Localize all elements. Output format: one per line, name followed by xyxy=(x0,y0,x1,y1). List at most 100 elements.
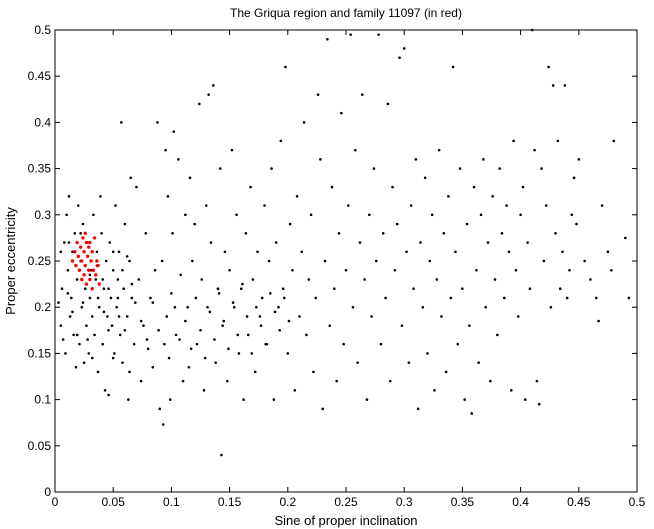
region-point xyxy=(323,259,327,263)
region-point xyxy=(533,148,536,152)
region-point xyxy=(412,287,415,291)
region-point xyxy=(87,352,91,355)
region-point xyxy=(132,342,136,346)
region-point xyxy=(255,305,258,309)
region-point xyxy=(274,241,278,244)
family-point xyxy=(80,259,84,263)
region-point xyxy=(66,292,70,295)
region-point xyxy=(188,176,192,180)
region-point xyxy=(309,213,313,217)
region-point xyxy=(419,241,422,244)
x-tick-label: 0.35 xyxy=(451,495,475,509)
region-point xyxy=(109,296,113,300)
region-point xyxy=(287,319,291,323)
region-point xyxy=(244,231,248,235)
region-point xyxy=(340,111,343,115)
region-point xyxy=(319,158,322,161)
region-point xyxy=(111,356,115,360)
region-point xyxy=(251,278,255,281)
region-point xyxy=(64,352,67,355)
region-point xyxy=(149,296,152,300)
region-point xyxy=(402,47,406,50)
region-point xyxy=(59,250,63,254)
region-point xyxy=(523,398,527,401)
region-point xyxy=(500,231,504,235)
region-point xyxy=(83,287,87,291)
region-point xyxy=(172,130,176,133)
region-point xyxy=(171,231,174,235)
region-point xyxy=(115,305,118,309)
region-point xyxy=(316,93,320,96)
region-point xyxy=(208,310,212,314)
region-point xyxy=(130,296,134,300)
region-point xyxy=(223,250,227,254)
region-point xyxy=(583,259,586,263)
y-tick-label: 0.2 xyxy=(34,300,51,314)
region-point xyxy=(103,389,107,392)
region-point xyxy=(281,287,285,291)
region-point xyxy=(405,250,408,254)
region-point xyxy=(519,213,522,217)
region-point xyxy=(139,379,143,383)
y-tick-labels: 0 0.05 0.1 0.15 0.2 0.25 0.3 0.35 0.4 0.45 0.5 xyxy=(28,23,52,499)
region-point xyxy=(181,379,185,383)
y-tick-label: 0.05 xyxy=(28,439,52,453)
region-point xyxy=(163,342,166,346)
region-point xyxy=(71,310,74,314)
region-point xyxy=(209,241,213,244)
region-point xyxy=(288,222,292,226)
region-point xyxy=(108,241,112,244)
x-tick-label: 0.15 xyxy=(218,495,242,509)
region-point xyxy=(177,158,180,161)
region-point xyxy=(218,167,222,170)
region-point xyxy=(370,315,373,318)
region-point xyxy=(110,324,114,327)
region-point xyxy=(563,84,567,87)
family-point xyxy=(90,250,94,254)
region-point xyxy=(475,268,478,272)
region-point xyxy=(312,370,315,374)
region-point xyxy=(335,379,338,383)
region-point xyxy=(202,389,206,392)
region-point xyxy=(498,167,501,170)
region-point xyxy=(125,255,129,258)
region-point xyxy=(514,268,518,272)
region-point xyxy=(535,379,539,383)
region-point xyxy=(558,287,562,291)
region-point xyxy=(67,241,71,244)
region-point xyxy=(195,342,199,346)
region-point xyxy=(95,250,99,254)
region-point xyxy=(90,356,94,360)
region-point xyxy=(228,268,231,272)
region-point xyxy=(349,33,352,36)
y-tick-label: 0.45 xyxy=(28,69,52,83)
region-point xyxy=(351,305,355,309)
region-point xyxy=(123,329,127,332)
region-point xyxy=(207,93,210,96)
region-point xyxy=(365,398,369,401)
y-tick-label: 0.3 xyxy=(34,208,51,222)
region-point xyxy=(565,296,569,300)
y-tick-label: 0.1 xyxy=(34,393,51,407)
x-tick-label: 0.3 xyxy=(396,495,413,509)
region-point xyxy=(414,158,418,161)
region-point xyxy=(249,185,252,189)
region-point xyxy=(250,352,254,355)
region-point xyxy=(549,305,553,309)
family-point xyxy=(89,259,93,263)
region-point xyxy=(127,398,130,401)
region-point xyxy=(435,278,439,281)
region-point xyxy=(372,167,376,170)
region-point xyxy=(328,324,332,327)
region-point xyxy=(554,231,557,235)
region-point xyxy=(360,93,364,96)
region-point xyxy=(245,315,249,318)
x-tick-label: 0.05 xyxy=(102,495,126,509)
region-point xyxy=(363,278,366,281)
region-point xyxy=(575,222,578,226)
region-point xyxy=(263,204,266,207)
region-point xyxy=(283,296,286,300)
region-point xyxy=(135,185,138,189)
region-point xyxy=(505,204,508,207)
